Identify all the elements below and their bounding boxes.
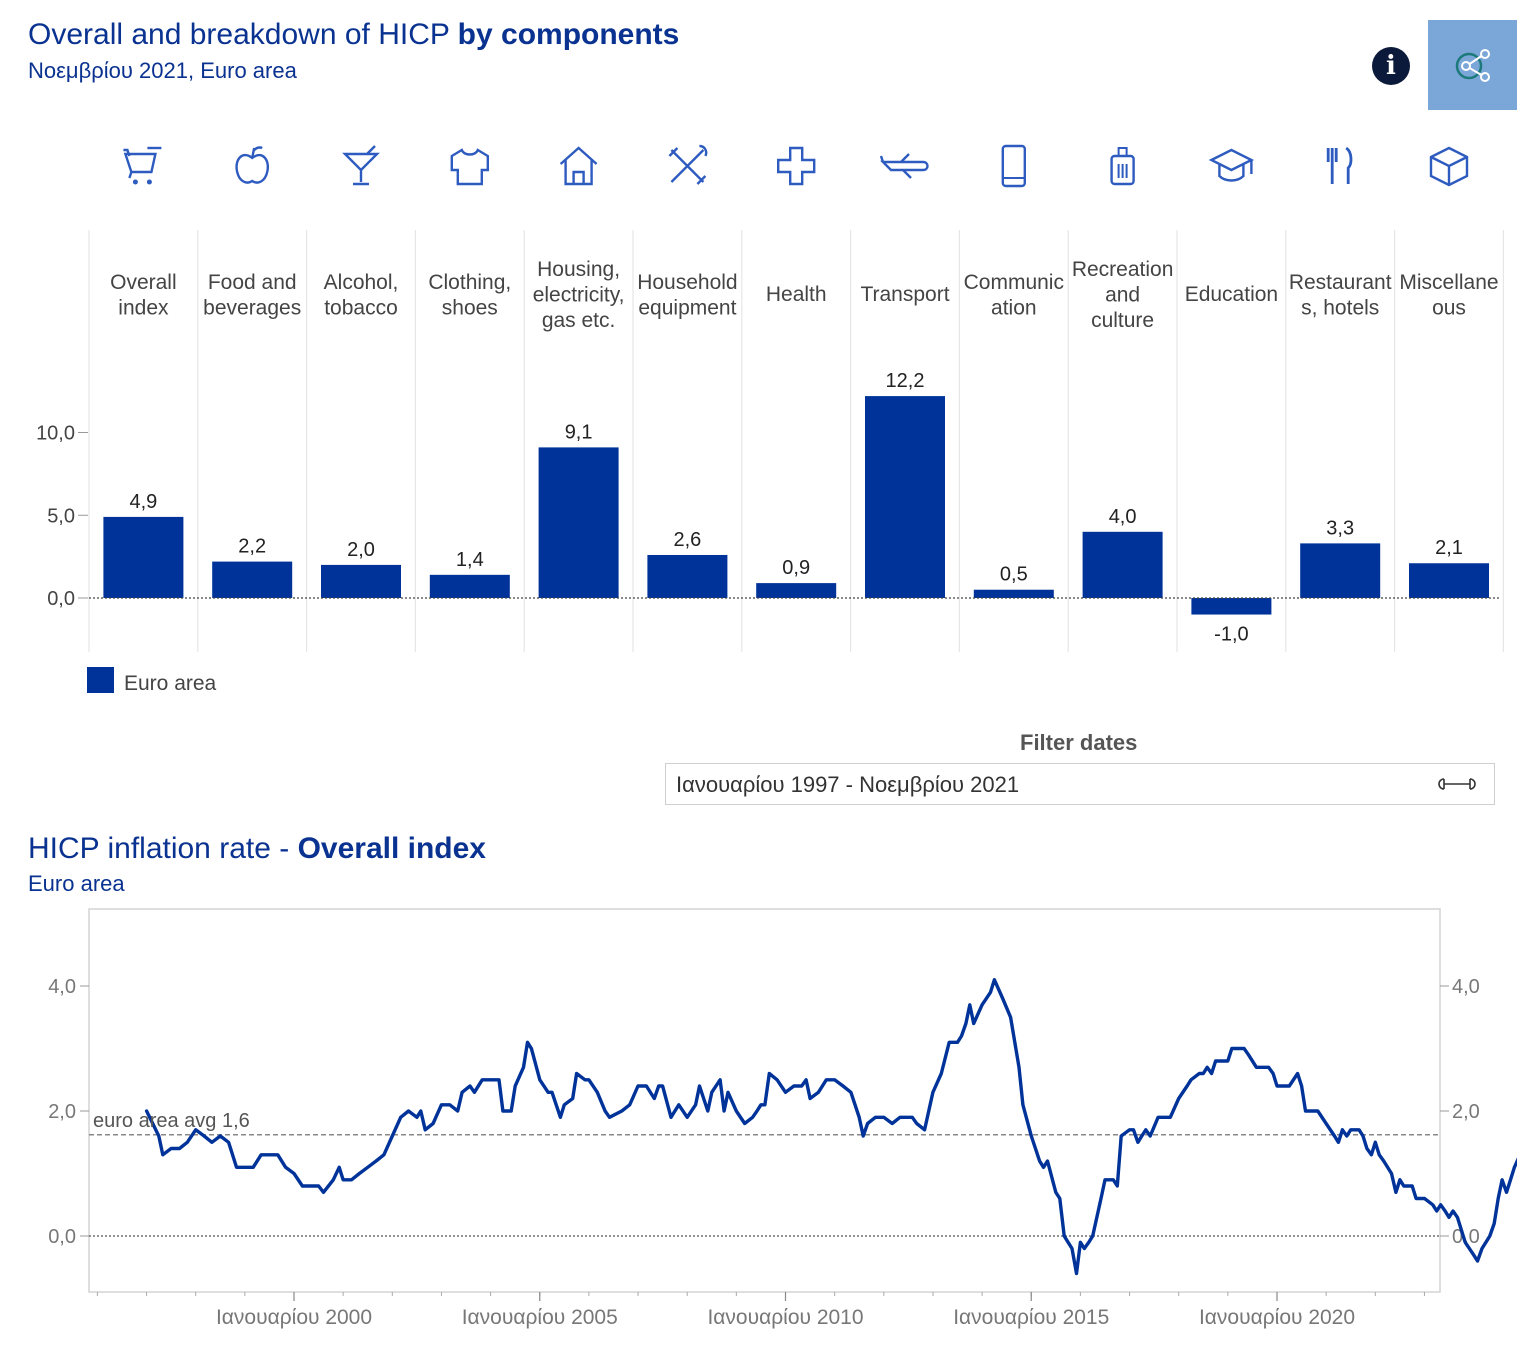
house-icon	[559, 146, 598, 186]
bar-value-label: 2,6	[673, 529, 701, 551]
cutlery-icon	[1326, 146, 1353, 184]
bar	[212, 561, 293, 598]
share-icon	[1455, 49, 1490, 82]
category-label: Miscellane	[1399, 271, 1498, 294]
line-chart-subtitle: Euro area	[28, 871, 125, 896]
y-tick-label: 10,0	[36, 423, 75, 445]
airplane-icon	[879, 153, 929, 179]
category-label: Education	[1185, 283, 1278, 306]
bar	[1409, 563, 1489, 598]
category-label: tobacco	[324, 297, 398, 320]
bar-value-label: 1,4	[456, 549, 484, 571]
category-label: shoes	[442, 297, 498, 320]
bar	[429, 574, 510, 598]
category-label: Clothing,	[428, 271, 511, 294]
bar-value-label: 2,2	[238, 536, 266, 558]
bar	[538, 447, 619, 598]
y-tick-label-left: 4,0	[48, 976, 76, 998]
chart-title: Overall and breakdown of HICP by compone…	[28, 18, 680, 51]
apple-icon	[235, 146, 270, 184]
category-label: and	[1105, 284, 1140, 307]
bar-value-label: 3,3	[1326, 517, 1354, 539]
y-tick-label-left: 0,0	[48, 1226, 76, 1248]
bar	[1191, 598, 1272, 615]
category-label: beverages	[203, 297, 301, 320]
date-range-filter[interactable]: Ιανουαρίου 1997 - Νοεμβρίου 2021	[665, 763, 1495, 805]
category-label: electricity,	[533, 284, 625, 307]
category-label: ous	[1432, 297, 1466, 320]
bar-value-label: -1,0	[1214, 624, 1248, 646]
bar	[756, 583, 837, 598]
components-bar-chart: 0,0 5,0 10,0 Overall index 4,9 Food and beverag…	[36, 144, 1505, 695]
category-label: gas etc.	[542, 309, 616, 332]
bar	[865, 396, 945, 598]
medical-cross-icon	[777, 146, 816, 186]
line-chart-title: HICP inflation rate - Overall index	[28, 832, 486, 865]
y-tick-label-right: 2,0	[1452, 1101, 1480, 1123]
chart-subtitle: Νοεμβρίου 2021, Euro area	[28, 58, 297, 83]
y-tick-label-right: 0,0	[1452, 1226, 1480, 1248]
category-label: Food and	[208, 271, 297, 294]
phone-icon	[1001, 144, 1026, 188]
bar-value-label: 4,0	[1109, 506, 1137, 528]
y-tick-label-right: 4,0	[1452, 976, 1480, 998]
info-icon[interactable]: i	[1372, 47, 1410, 85]
category-label: index	[118, 297, 169, 320]
x-tick-label: Ιανουαρίου 2000	[216, 1306, 372, 1329]
graduation-cap-icon	[1208, 148, 1255, 182]
range-slider-icon	[1438, 778, 1476, 790]
category-label: Alcohol,	[324, 271, 399, 294]
bar-value-label: 2,1	[1435, 537, 1463, 559]
x-tick-label: Ιανουαρίου 2005	[462, 1306, 618, 1329]
box-icon	[1429, 146, 1469, 187]
category-label: Restaurant	[1289, 271, 1392, 294]
tools-icon	[668, 144, 708, 185]
y-tick-label-left: 2,0	[48, 1101, 76, 1123]
category-label: ation	[991, 297, 1037, 320]
category-label: Overall	[110, 271, 177, 294]
x-tick-label: Ιανουαρίου 2010	[707, 1306, 863, 1329]
category-label: equipment	[638, 297, 736, 320]
bar-value-label: 2,0	[347, 539, 375, 561]
category-label: Household	[637, 271, 737, 294]
cocktail-icon	[342, 145, 380, 186]
legend-label: Euro area	[124, 672, 217, 695]
legend-swatch	[87, 667, 114, 693]
category-label: Recreation	[1072, 258, 1174, 281]
bar	[1300, 543, 1381, 598]
luggage-icon	[1110, 147, 1135, 186]
bar-value-label: 12,2	[886, 370, 925, 392]
date-range-value: Ιανουαρίου 1997 - Νοεμβρίου 2021	[676, 772, 1020, 797]
bar	[647, 554, 728, 598]
cart-icon	[123, 146, 162, 185]
filter-dates-label: Filter dates	[1020, 730, 1138, 755]
bar	[1082, 531, 1163, 598]
bar-value-label: 4,9	[129, 491, 157, 513]
category-label: Communic	[964, 271, 1064, 294]
bar	[973, 589, 1054, 598]
category-label: s, hotels	[1301, 297, 1379, 320]
bar-value-label: 9,1	[565, 421, 593, 443]
shirt-icon	[450, 148, 489, 186]
category-label: culture	[1091, 309, 1154, 332]
bar	[321, 564, 401, 598]
y-tick-label: 0,0	[47, 588, 75, 610]
bar-value-label: 0,9	[782, 557, 810, 579]
bar-value-label: 0,5	[1000, 564, 1028, 586]
x-tick-label: Ιανουαρίου 2015	[953, 1306, 1109, 1329]
share-button[interactable]	[1428, 20, 1517, 110]
category-label: Housing,	[537, 258, 620, 281]
y-tick-label: 5,0	[47, 505, 75, 527]
average-label: euro area avg 1,6	[93, 1110, 250, 1132]
category-label: Health	[766, 283, 827, 306]
category-label: Transport	[860, 283, 949, 306]
plot-area	[88, 908, 1441, 1293]
inflation-series-line	[144, 978, 1517, 1276]
bar	[103, 516, 184, 598]
x-tick-label: Ιανουαρίου 2020	[1199, 1306, 1355, 1329]
